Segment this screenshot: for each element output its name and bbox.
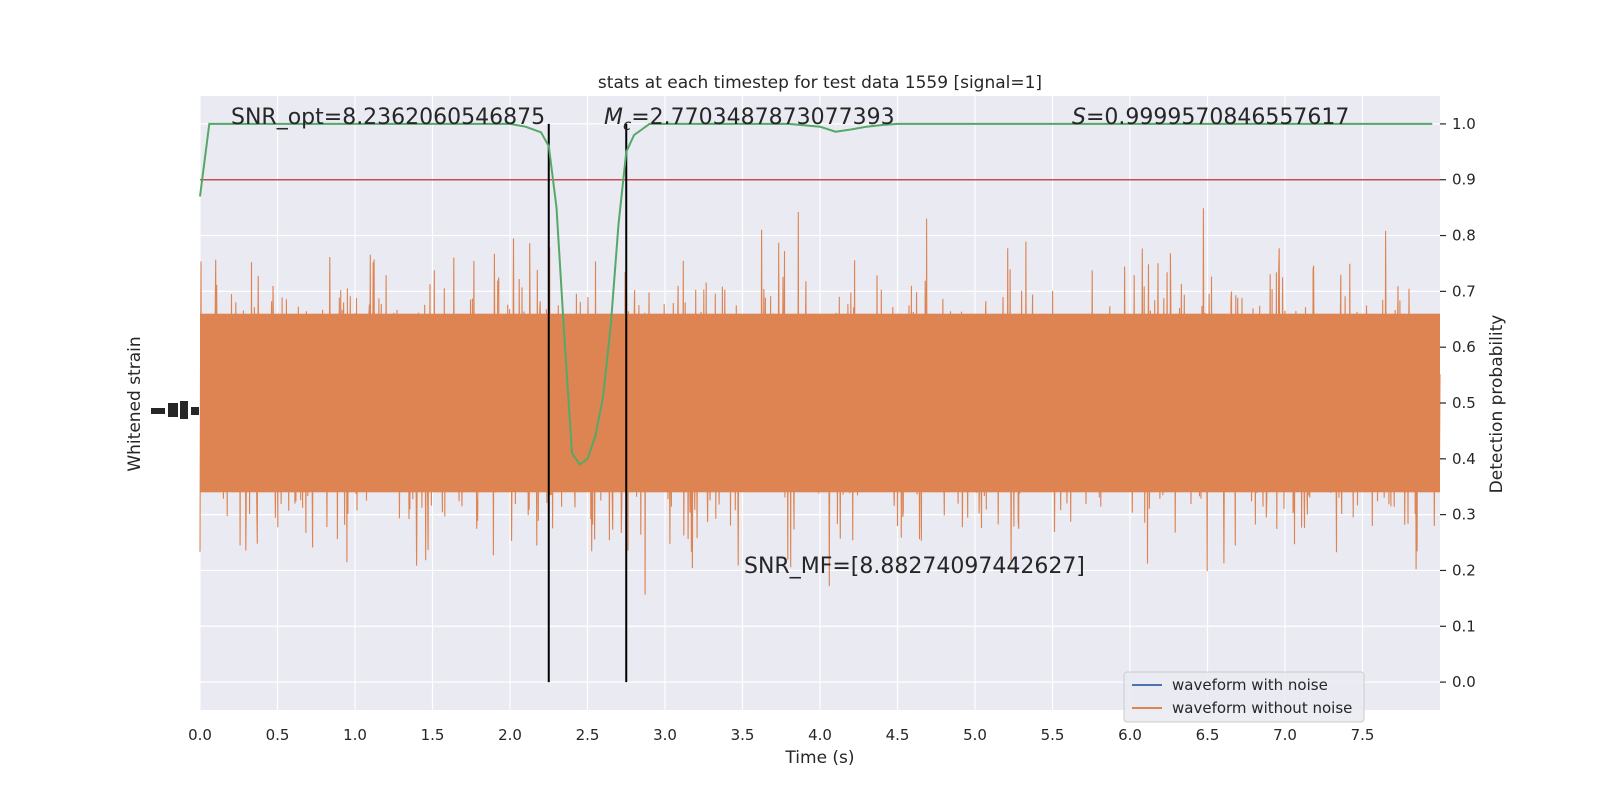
y-tick-label: 0.3: [1452, 506, 1476, 524]
x-tick-label: 0.5: [266, 726, 290, 744]
left-axis-glyphs: [151, 401, 199, 419]
x-axis-ticks: 0.0 0.5 1.0 1.5 2.0 2.5 3.0 3.5 4.0 4.5 5.0 5.5 6.0 6…: [188, 726, 1374, 744]
left-tick-cluster: [168, 403, 178, 417]
chirp-mass-subscript: c: [623, 116, 632, 134]
y-tick-label: 0.2: [1452, 561, 1476, 579]
chirp-mass-symbol: M: [604, 105, 623, 130]
x-tick-label: 5.0: [963, 726, 987, 744]
x-tick-label: 1.5: [421, 726, 445, 744]
y-axis-left-label: Whitened strain: [125, 336, 145, 471]
x-tick-label: 2.5: [576, 726, 600, 744]
x-tick-label: 3.0: [653, 726, 677, 744]
y-axis-right-ticks: 0.0 0.1 0.2 0.3 0.4 0.5 0.6 0.7 0.8 0.9 1.0: [1440, 115, 1476, 691]
chart-title: stats at each timestep for test data 155…: [598, 73, 1042, 93]
snr-opt-annotation: SNR_opt=8.2362060546875: [231, 105, 545, 130]
series-detection-probability: [199, 122, 1433, 466]
x-tick-label: 6.5: [1196, 726, 1220, 744]
legend-box: [1123, 671, 1365, 723]
left-tick-cluster: [151, 408, 165, 414]
x-tick-label: 7.5: [1351, 726, 1375, 744]
y-tick-label: 0.1: [1452, 617, 1476, 635]
probability-line: [199, 122, 1433, 466]
score-symbol: S: [1072, 105, 1086, 130]
x-tick-label: 5.5: [1041, 726, 1065, 744]
y-tick-label: 0.6: [1452, 338, 1476, 356]
left-tick-cluster: [191, 407, 199, 415]
chirp-mass-value: =2.7703487873077393: [631, 105, 894, 130]
y-tick-label: 0.0: [1452, 673, 1476, 691]
y-tick-label: 0.5: [1452, 394, 1476, 412]
y-tick-label: 0.9: [1452, 171, 1476, 189]
y-tick-label: 0.8: [1452, 227, 1476, 245]
legend-label-without-noise: waveform without noise: [1172, 699, 1352, 717]
score-value: =0.9999570846557617: [1086, 105, 1349, 130]
waveform-trace: [199, 208, 1441, 595]
legend: waveform with noise waveform without noi…: [1123, 671, 1365, 723]
x-tick-label: 6.0: [1118, 726, 1142, 744]
x-tick-label: 4.5: [886, 726, 910, 744]
y-axis-right-label: Detection probability: [1487, 315, 1507, 494]
y-tick-label: 0.7: [1452, 282, 1476, 300]
x-tick-label: 4.0: [808, 726, 832, 744]
y-tick-label: 1.0: [1452, 115, 1476, 133]
x-tick-label: 1.0: [343, 726, 367, 744]
left-tick-cluster: [180, 401, 188, 419]
x-tick-label: 2.0: [498, 726, 522, 744]
x-tick-label: 3.5: [731, 726, 755, 744]
chirp-mass-annotation: Mc=2.7703487873077393: [604, 105, 895, 134]
score-annotation: S=0.9999570846557617: [1072, 105, 1349, 130]
window-vlines: [547, 123, 628, 683]
y-tick-label: 0.4: [1452, 450, 1476, 468]
series-waveform-without-noise: [199, 208, 1441, 595]
snr-mf-annotation: SNR_MF=[8.88274097442627]: [744, 554, 1085, 579]
x-tick-label: 0.0: [188, 726, 212, 744]
x-tick-label: 7.0: [1273, 726, 1297, 744]
x-axis-label: Time (s): [784, 748, 854, 768]
legend-label-with-noise: waveform with noise: [1172, 676, 1328, 694]
